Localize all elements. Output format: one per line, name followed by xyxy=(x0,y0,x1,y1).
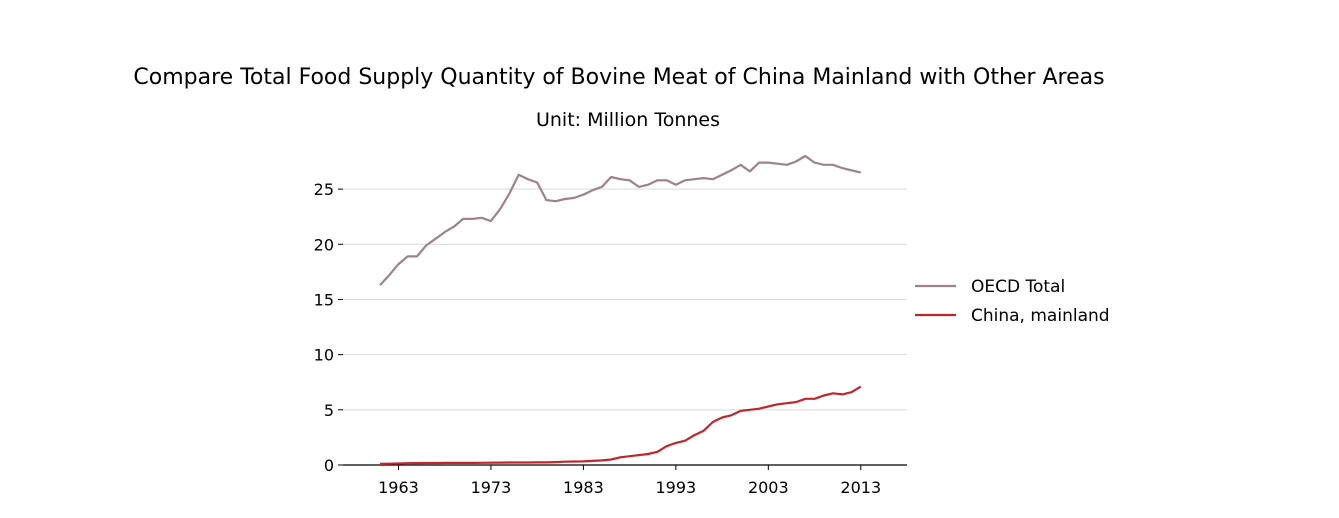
series-line-0 xyxy=(379,154,862,286)
y-tick-label: 0 xyxy=(324,456,334,475)
x-tick-label: 1973 xyxy=(471,478,512,497)
x-tick-label: 1993 xyxy=(655,478,696,497)
y-tick-label: 5 xyxy=(324,401,334,420)
legend-label-0: OECD Total xyxy=(971,277,1065,297)
grid-lines xyxy=(343,188,907,411)
y-tick-label: 15 xyxy=(314,290,334,309)
x-tick-label: 1983 xyxy=(563,478,604,497)
series-line-1 xyxy=(379,385,862,465)
y-tick-label: 25 xyxy=(314,180,334,199)
legend-label-1: China, mainland xyxy=(971,306,1110,326)
chart-title: Compare Total Food Supply Quantity of Bo… xyxy=(133,65,1104,90)
chart-subtitle: Unit: Million Tonnes xyxy=(536,109,720,131)
tick-labels: 0 5 10 15 20 25 1963 1973 1983 1993 2003 2013 xyxy=(314,180,881,497)
x-tick-label: 1963 xyxy=(378,478,419,497)
y-tick-label: 20 xyxy=(314,235,334,254)
legend: OECD Total China, mainland xyxy=(915,277,1110,326)
axes xyxy=(338,188,907,470)
x-tick-label: 2013 xyxy=(840,478,881,497)
series-lines xyxy=(379,154,862,465)
y-tick-label: 10 xyxy=(314,346,334,365)
x-tick-label: 2003 xyxy=(748,478,789,497)
